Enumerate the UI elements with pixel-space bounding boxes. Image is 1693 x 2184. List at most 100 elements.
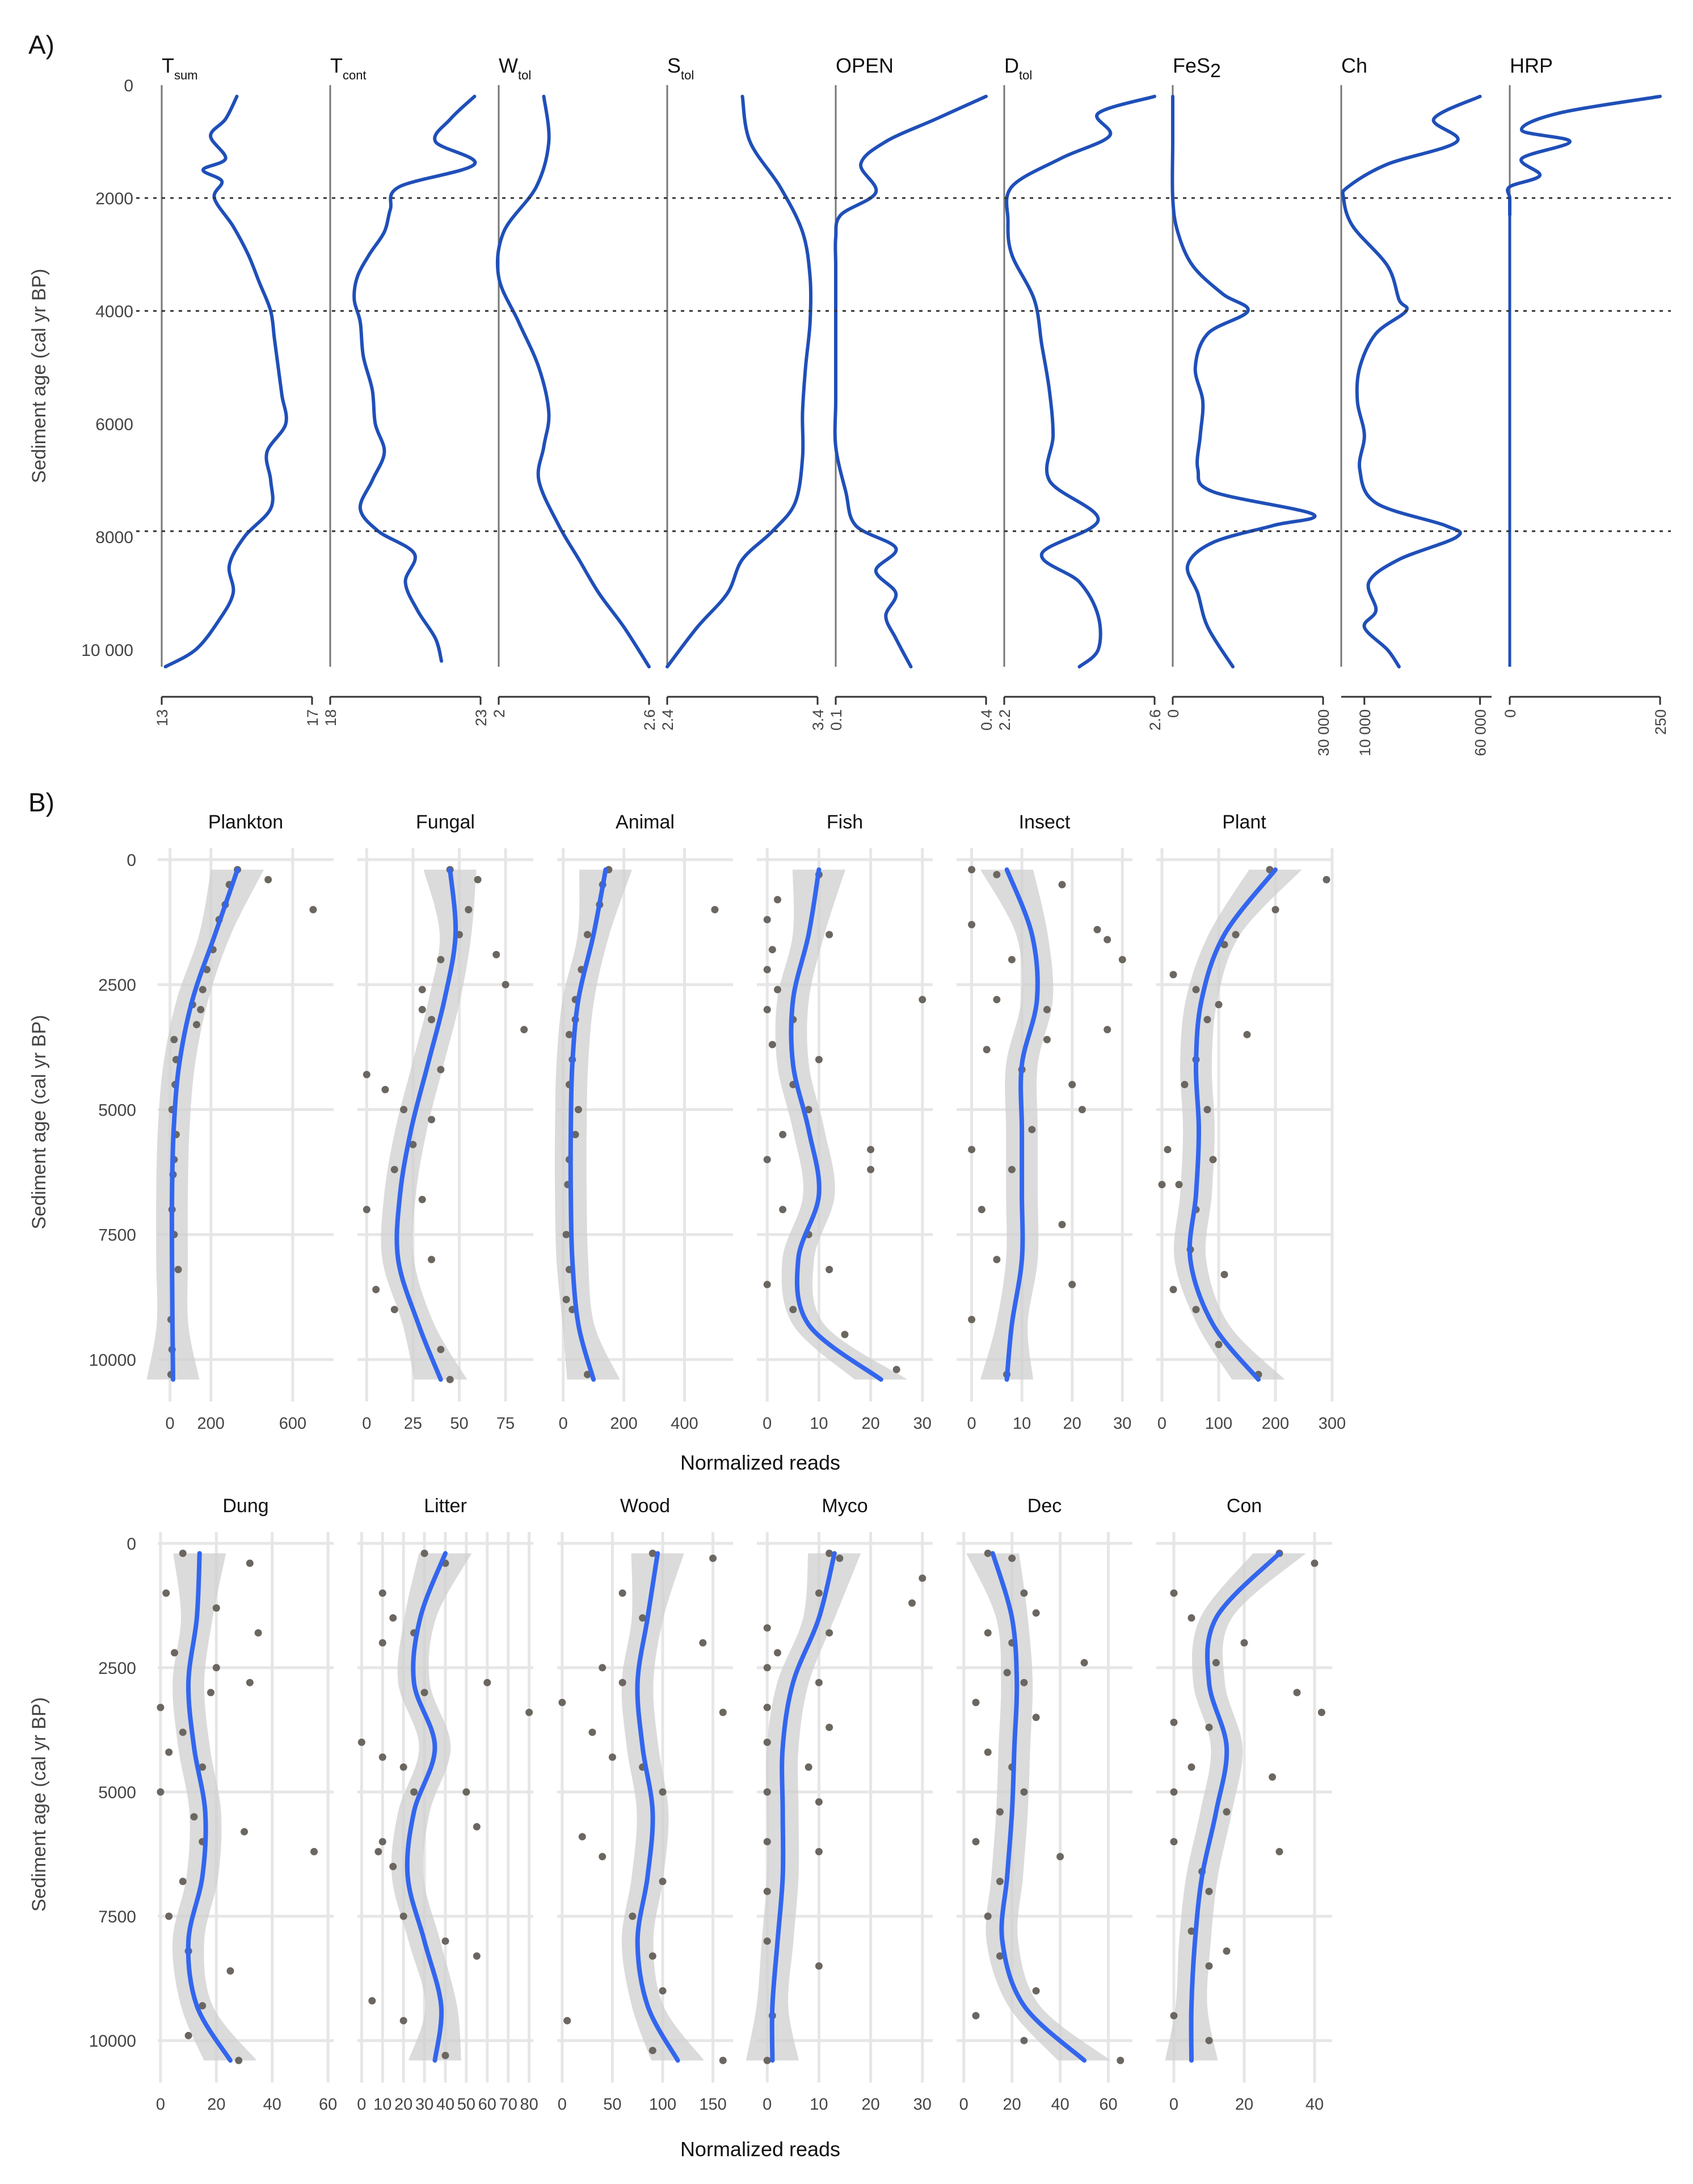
panel-b-label: B) xyxy=(28,788,54,817)
a-y-tick-label: 4000 xyxy=(95,302,133,321)
facet-smooth-line xyxy=(169,867,240,1382)
data-point xyxy=(378,1753,386,1761)
a-track-title: Ch xyxy=(1341,54,1367,77)
data-point xyxy=(1293,1689,1301,1697)
data-point xyxy=(1008,1554,1016,1562)
data-point xyxy=(984,1550,992,1558)
data-point xyxy=(815,1848,823,1855)
data-point xyxy=(389,1863,397,1871)
data-point xyxy=(171,1649,179,1657)
a-x-tick-label: 2.6 xyxy=(1147,709,1164,731)
data-point xyxy=(1175,1181,1183,1189)
b-x-tick-label: 300 xyxy=(1319,1415,1346,1433)
data-point xyxy=(1223,1947,1231,1955)
b-x-tick-label: 20 xyxy=(394,2095,412,2114)
data-point xyxy=(815,1678,823,1686)
data-point xyxy=(1032,1987,1040,1995)
data-point xyxy=(390,1306,398,1314)
b-x-tick-label: 20 xyxy=(207,2095,225,2114)
data-point xyxy=(190,1813,198,1821)
data-point xyxy=(1187,1763,1195,1771)
data-point xyxy=(400,1105,408,1113)
data-point xyxy=(1020,1788,1028,1796)
data-point xyxy=(599,1664,607,1672)
data-point xyxy=(763,2056,771,2064)
facet-confidence-ribbon xyxy=(775,869,908,1380)
data-point xyxy=(563,2017,571,2025)
b-x-tick-label: 40 xyxy=(436,2095,454,2114)
data-point xyxy=(968,1315,976,1323)
data-point xyxy=(648,1550,656,1558)
data-point xyxy=(867,1165,875,1173)
data-point xyxy=(170,1036,178,1043)
b-x-tick-label: 50 xyxy=(450,1415,468,1433)
data-point xyxy=(1032,1714,1040,1722)
facet-title: Wood xyxy=(620,1495,670,1517)
data-point xyxy=(1192,986,1200,994)
a-series-line xyxy=(1005,94,1156,668)
b-x-tick-label: 75 xyxy=(496,1415,515,1433)
a-y-tick-label: 2000 xyxy=(95,190,133,208)
a-track-tsum: Tsum 13 17 xyxy=(154,54,321,726)
data-point xyxy=(446,1375,454,1383)
data-point xyxy=(996,1808,1004,1816)
facet-confidence-ribbon xyxy=(746,1553,861,2061)
a-track-title: Wtol xyxy=(499,54,531,82)
data-point xyxy=(815,1055,823,1063)
facet-dec: Dec 0 20 40 60 xyxy=(957,1495,1132,2114)
a-track-title: Dtol xyxy=(1004,54,1032,82)
data-point xyxy=(583,931,591,939)
b-x-tick-label: 0 xyxy=(763,1415,772,1433)
data-point xyxy=(1205,1723,1213,1731)
data-point xyxy=(1170,1718,1178,1726)
data-point xyxy=(1203,1016,1211,1024)
data-point xyxy=(462,1788,470,1796)
data-point xyxy=(1068,1080,1076,1088)
data-point xyxy=(372,1286,380,1294)
data-point xyxy=(1212,1659,1220,1667)
data-point xyxy=(473,1952,481,1960)
b-x-tick-label: 60 xyxy=(1099,2095,1117,2114)
facet-title: Plant xyxy=(1222,811,1266,833)
b-x-tick-label: 0 xyxy=(763,2095,772,2114)
data-point xyxy=(711,906,719,914)
a-y-axis-label: Sediment age (cal yr BP) xyxy=(28,269,50,483)
data-point xyxy=(212,1664,220,1672)
data-point xyxy=(474,876,482,883)
data-point xyxy=(648,1952,656,1960)
data-point xyxy=(993,996,1001,1004)
facet-confidence-ribbon xyxy=(1165,1553,1306,2061)
data-point xyxy=(968,1146,976,1154)
data-point xyxy=(399,1763,407,1771)
data-point xyxy=(768,1041,776,1049)
a-x-tick-label: 30 000 xyxy=(1315,709,1332,756)
b-x-tick-label: 60 xyxy=(319,2095,337,2114)
data-point xyxy=(908,1599,916,1607)
a-track-title: OPEN xyxy=(836,54,894,77)
b-x-tick-label: 10 xyxy=(810,1415,828,1433)
data-point xyxy=(1215,1000,1223,1008)
data-point xyxy=(199,2002,207,2010)
a-y-tick-label: 6000 xyxy=(95,415,133,434)
facet-smooth-line xyxy=(769,1551,837,2063)
a-track-title: HRP xyxy=(1510,54,1553,77)
data-point xyxy=(826,1723,833,1731)
data-point xyxy=(199,986,207,994)
facet-title: Plankton xyxy=(208,811,283,833)
data-point xyxy=(192,1021,200,1029)
data-point xyxy=(996,1952,1004,1960)
facet-wood: Wood 0 50 100 150 xyxy=(557,1495,733,2114)
data-point xyxy=(441,2051,449,2059)
data-point xyxy=(390,1165,398,1173)
data-point xyxy=(1203,1105,1211,1113)
a-x-tick-label: 2.2 xyxy=(996,709,1013,731)
data-point xyxy=(309,906,317,914)
data-point xyxy=(659,1878,667,1886)
b-x-tick-label: 10 xyxy=(373,2095,391,2114)
data-point xyxy=(1240,1639,1248,1647)
facet-title: Animal xyxy=(616,811,675,833)
a-track-tcont: Tcont 18 23 xyxy=(322,54,490,726)
data-point xyxy=(1209,1156,1217,1164)
facet-title: Dec xyxy=(1027,1495,1062,1517)
b-x-tick-label: 40 xyxy=(263,2095,281,2114)
